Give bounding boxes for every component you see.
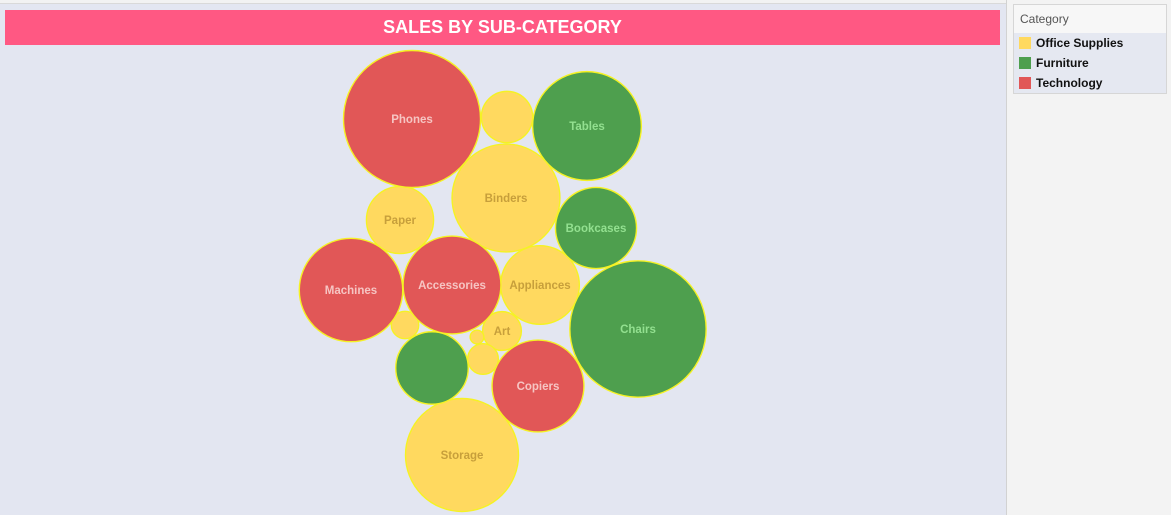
bubble-circle[interactable] bbox=[404, 397, 520, 513]
bubble-office-supplies-unlabeled-8[interactable] bbox=[469, 329, 485, 345]
bubble-tables[interactable]: Tables bbox=[531, 70, 643, 182]
legend-label: Technology bbox=[1036, 76, 1103, 90]
bubble-circle[interactable] bbox=[569, 260, 707, 398]
bubble-circle[interactable] bbox=[395, 331, 469, 405]
bubble-storage[interactable]: Storage bbox=[404, 397, 520, 513]
bubble-circle[interactable] bbox=[365, 185, 435, 255]
legend-item-furniture[interactable]: Furniture bbox=[1014, 53, 1166, 73]
bubble-circle[interactable] bbox=[480, 90, 534, 144]
bubble-circle[interactable] bbox=[390, 310, 420, 340]
bubble-copiers[interactable]: Copiers bbox=[491, 339, 585, 433]
side-panel: Category Office Supplies Furniture Techn… bbox=[1007, 0, 1171, 515]
bubble-office-supplies-unlabeled-5[interactable] bbox=[480, 90, 534, 144]
bubble-binders[interactable]: Binders bbox=[451, 143, 561, 253]
bubble-circle[interactable] bbox=[466, 342, 500, 376]
bubble-furniture-unlabeled-3[interactable] bbox=[395, 331, 469, 405]
legend-swatch-technology bbox=[1019, 77, 1031, 89]
bubble-circle[interactable] bbox=[402, 235, 502, 335]
bubble-accessories[interactable]: Accessories bbox=[402, 235, 502, 335]
chart-panel: Binders Storage Paper Appliances Art Chairs Ta… bbox=[0, 0, 1007, 515]
legend-label: Office Supplies bbox=[1036, 36, 1124, 50]
bubble-office-supplies-unlabeled-7[interactable] bbox=[390, 310, 420, 340]
legend-item-office-supplies[interactable]: Office Supplies bbox=[1014, 33, 1166, 53]
bubble-bookcases[interactable]: Bookcases bbox=[554, 186, 638, 270]
legend-swatch-furniture bbox=[1019, 57, 1031, 69]
bubble-circle[interactable] bbox=[554, 186, 638, 270]
bubble-chairs[interactable]: Chairs bbox=[569, 260, 707, 398]
bubble-circle[interactable] bbox=[481, 310, 523, 352]
legend-label: Furniture bbox=[1036, 56, 1089, 70]
bubble-circle[interactable] bbox=[491, 339, 585, 433]
legend-swatch-office-supplies bbox=[1019, 37, 1031, 49]
legend-title: Category bbox=[1014, 5, 1166, 33]
bubble-circle[interactable] bbox=[298, 237, 404, 343]
bubble-circle[interactable] bbox=[451, 143, 561, 253]
bubble-machines[interactable]: Machines bbox=[298, 237, 404, 343]
bubble-circle[interactable] bbox=[531, 70, 643, 182]
bubble-circle[interactable] bbox=[342, 49, 482, 189]
chart-title-bar: SALES BY SUB-CATEGORY bbox=[5, 10, 1000, 45]
chart-title: SALES BY SUB-CATEGORY bbox=[383, 17, 622, 37]
bubble-paper[interactable]: Paper bbox=[365, 185, 435, 255]
bubble-phones[interactable]: Phones bbox=[342, 49, 482, 189]
legend-item-technology[interactable]: Technology bbox=[1014, 73, 1166, 93]
bubble-office-supplies-unlabeled-6[interactable] bbox=[466, 342, 500, 376]
bubble-circle[interactable] bbox=[469, 329, 485, 345]
category-legend: Category Office Supplies Furniture Techn… bbox=[1013, 4, 1167, 94]
